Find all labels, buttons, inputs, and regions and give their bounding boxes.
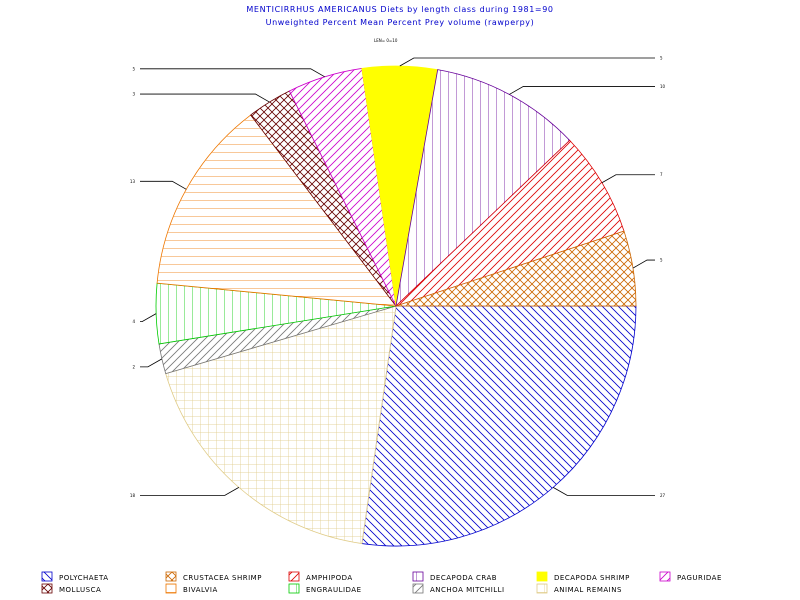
pie-slice-crustacea-shrimp <box>395 230 637 307</box>
legend-swatch-mollusca <box>41 583 53 594</box>
leader-line-anchoa-mitchilli <box>140 358 163 368</box>
leader-line-polychaeta <box>552 487 655 496</box>
legend-swatch-bivalvia <box>165 583 177 594</box>
legend-swatch-decapoda-shrimp <box>536 571 548 582</box>
legend-label-paguridae: PAGURIDAE <box>677 574 722 582</box>
legend-label-decapoda-shrimp: DECAPODA SHRIMP <box>554 574 630 582</box>
slice-label-amphipoda: 7 <box>660 172 663 177</box>
legend: POLYCHAETA CRUSTACEA SHRIMP AMPHIPODA DECAP… <box>41 571 722 594</box>
leader-line-mollusca <box>140 93 270 103</box>
legend-swatch-paguridae <box>659 571 671 582</box>
slice-label-decapoda-shrimp: 5 <box>660 56 663 61</box>
legend-label-bivalvia: BIVALVIA <box>183 586 218 594</box>
legend-swatch-crustacea-shrimp <box>165 571 177 582</box>
legend-swatch-anchoa-mitchilli <box>412 583 424 594</box>
slice-label-paguridae: 5 <box>132 66 135 71</box>
leader-line-decapoda-shrimp <box>399 57 655 67</box>
pie-slice-animal-remains <box>165 305 397 545</box>
legend-swatch-polychaeta <box>41 571 53 582</box>
leader-line-paguridae <box>140 68 325 78</box>
legend-label-mollusca: MOLLUSCA <box>59 586 101 594</box>
slice-label-bivalvia: 13 <box>130 179 136 184</box>
legend-label-crustacea-shrimp: CRUSTACEA SHRIMP <box>183 574 262 582</box>
group-label: LEN= 0=10 <box>374 38 398 43</box>
slice-label-animal-remains: 18 <box>130 493 136 498</box>
legend-label-animal-remains: ANIMAL REMAINS <box>554 586 622 594</box>
pie-slice-polychaeta <box>361 305 637 547</box>
slice-label-engraulidae: 4 <box>132 319 135 324</box>
pie-slice-amphipoda <box>395 139 625 307</box>
legend-label-decapoda-crab: DECAPODA CRAB <box>430 574 497 582</box>
legend-label-polychaeta: POLYCHAETA <box>59 574 108 582</box>
slice-label-mollusca: 3 <box>132 92 135 97</box>
slice-label-decapoda-crab: 10 <box>660 84 666 89</box>
legend-label-engraulidae: ENGRAULIDAE <box>306 586 362 594</box>
slice-label-polychaeta: 27 <box>660 493 666 498</box>
slice-label-crustacea-shrimp: 5 <box>660 258 663 263</box>
chart-subtitle: Unweighted Percent Mean Percent Prey vol… <box>265 18 535 27</box>
legend-label-amphipoda: AMPHIPODA <box>306 574 353 582</box>
leader-line-bivalvia <box>140 180 187 190</box>
legend-swatch-animal-remains <box>536 583 548 594</box>
leader-line-engraulidae <box>140 313 157 323</box>
slice-label-anchoa-mitchilli: 2 <box>132 364 135 369</box>
pie-slice-bivalvia <box>156 114 397 307</box>
legend-swatch-engraulidae <box>288 583 300 594</box>
legend-swatch-decapoda-crab <box>412 571 424 582</box>
leader-lines: 27 18 2 4 13 3 5 5 10 7 5 <box>130 56 666 498</box>
leader-line-crustacea-shrimp <box>632 259 655 269</box>
legend-swatch-amphipoda <box>288 571 300 582</box>
leader-line-decapoda-crab <box>509 86 655 95</box>
leader-line-amphipoda <box>601 174 655 184</box>
chart-title: MENTICIRRHUS AMERICANUS Diets by length … <box>246 5 554 14</box>
pie-slices <box>155 65 637 547</box>
legend-label-anchoa-mitchilli: ANCHOA MITCHILLI <box>430 586 505 594</box>
leader-line-animal-remains <box>140 487 240 496</box>
